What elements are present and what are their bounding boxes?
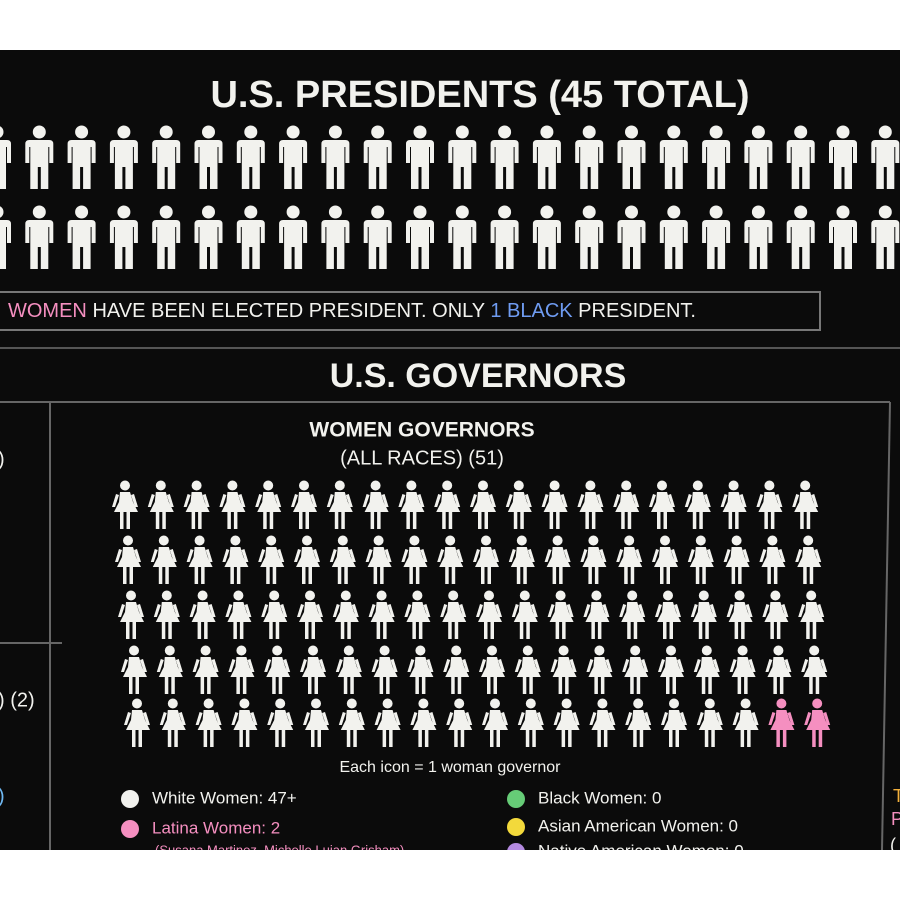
presidents-title: U.S. PRESIDENTS (45 TOTAL)	[210, 74, 749, 116]
legend-swatch	[507, 790, 525, 808]
banner-black: 1 BLACK	[490, 300, 573, 322]
legend-swatch	[507, 818, 525, 836]
legend-swatch	[507, 843, 525, 850]
banner: WOMEN HAVE BEEN ELECTED PRESIDENT. ONLY …	[8, 300, 696, 322]
legend-label: Latina Women: 2	[152, 818, 280, 837]
panel-border	[881, 401, 891, 850]
legend: White Women: 47+ Latina Women: 2 (Susana M…	[121, 788, 744, 860]
right-fragment: (	[890, 835, 896, 855]
left-fragment: )	[0, 448, 5, 470]
legend-label: Asian American Women: 0	[538, 816, 738, 835]
banner-text: HAVE BEEN ELECTED PRESIDENT. ONLY	[87, 300, 490, 322]
legend-label: White Women: 47+	[152, 788, 297, 807]
banner-box	[0, 291, 821, 331]
legend-swatch	[121, 820, 139, 838]
caption: Each icon = 1 woman governor	[339, 759, 561, 776]
governors-title: U.S. GOVERNORS	[330, 357, 627, 395]
right-fragment: P	[891, 809, 900, 829]
women-subtitle: (ALL RACES) (51)	[340, 447, 504, 469]
legend-note: (Susana Martinez, Michelle Lujan Grisham…	[155, 842, 404, 857]
legend-swatch	[121, 790, 139, 808]
panel-borders	[0, 401, 890, 850]
panel: U.S. PRESIDENTS (45 TOTAL) WOMEN HAVE BE…	[0, 50, 900, 860]
legend-label: Native American Women: 0	[538, 841, 744, 860]
left-fragment: )	[0, 785, 5, 807]
women-title: WOMEN GOVERNORS	[309, 419, 534, 442]
left-fragment: ) (2)	[0, 689, 35, 711]
legend-label: Black Women: 0	[538, 788, 661, 807]
right-fragment: T	[893, 786, 900, 806]
banner-women: WOMEN	[8, 300, 87, 322]
banner-text: PRESIDENT.	[573, 300, 696, 322]
